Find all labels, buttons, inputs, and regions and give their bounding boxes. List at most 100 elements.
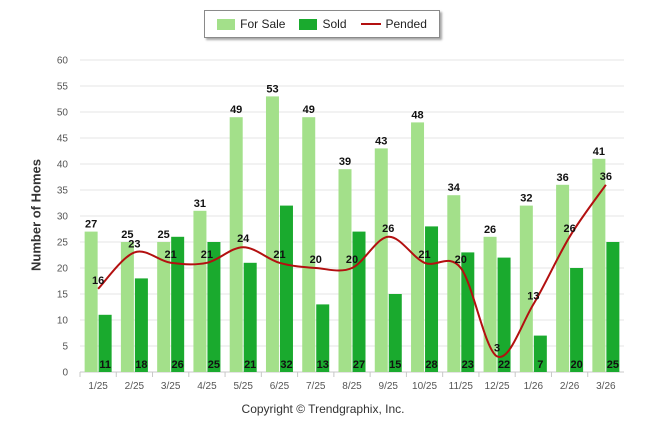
- bar-sold: [134, 278, 148, 372]
- data-label-for-sale: 49: [303, 104, 315, 116]
- data-label-pended: 16: [92, 275, 104, 287]
- y-tick-label: 35: [57, 186, 69, 197]
- for-sale-swatch-icon: [217, 18, 236, 30]
- x-tick-label: 12/25: [485, 381, 510, 392]
- data-label-sold: 13: [317, 359, 329, 371]
- x-tick-label: 10/25: [412, 381, 437, 392]
- y-tick-label: 5: [62, 342, 68, 353]
- data-label-sold: 20: [570, 359, 582, 371]
- y-tick-label: 55: [57, 82, 69, 93]
- legend-item-pended[interactable]: Pended: [360, 17, 427, 31]
- data-label-for-sale: 25: [158, 229, 170, 241]
- x-tick-label: 4/25: [197, 381, 217, 392]
- y-tick-label: 30: [57, 212, 69, 223]
- data-label-pended: 13: [527, 290, 539, 302]
- data-label-pended: 24: [237, 233, 250, 245]
- x-tick-label: 2/26: [560, 381, 580, 392]
- x-tick-label: 3/25: [161, 381, 181, 392]
- legend-item-for-sale[interactable]: For Sale: [217, 17, 285, 31]
- bar-sold: [388, 294, 402, 372]
- data-label-pended: 21: [273, 249, 285, 261]
- bar-for-sale: [120, 242, 134, 372]
- data-label-pended: 3: [494, 342, 500, 354]
- data-label-pended: 20: [310, 254, 322, 266]
- data-label-sold: 18: [135, 359, 147, 371]
- data-label-sold: 7: [537, 359, 543, 371]
- data-label-sold: 25: [607, 359, 619, 371]
- bar-for-sale: [229, 117, 243, 372]
- bar-for-sale: [157, 242, 171, 372]
- bar-sold: [497, 257, 511, 372]
- bar-for-sale: [556, 184, 570, 372]
- y-tick-label: 25: [57, 238, 69, 249]
- x-tick-label: 9/25: [379, 381, 399, 392]
- chart-legend: For Sale Sold Pended: [204, 10, 440, 38]
- data-label-pended: 20: [346, 254, 358, 266]
- data-label-sold: 21: [244, 359, 256, 371]
- bar-sold: [98, 314, 112, 372]
- bar-sold: [606, 242, 620, 372]
- y-tick-label: 50: [57, 108, 69, 119]
- x-tick-label: 1/26: [524, 381, 544, 392]
- data-label-for-sale: 41: [593, 146, 605, 158]
- x-tick-label: 11/25: [449, 381, 474, 392]
- copyright-text: Copyright © Trendgraphix, Inc.: [241, 402, 405, 416]
- y-tick-label: 20: [57, 264, 69, 275]
- legend-label-sold: Sold: [322, 17, 347, 31]
- x-tick-label: 1/25: [88, 381, 108, 392]
- bar-for-sale: [411, 122, 425, 373]
- data-label-for-sale: 39: [339, 156, 351, 168]
- x-tick-label: 2/25: [125, 381, 145, 392]
- data-label-pended: 21: [418, 249, 430, 261]
- bar-for-sale: [447, 195, 461, 372]
- x-tick-label: 8/25: [342, 381, 362, 392]
- x-tick-label: 6/25: [270, 381, 290, 392]
- data-label-pended: 23: [128, 238, 140, 250]
- data-label-pended: 26: [563, 223, 575, 235]
- data-label-for-sale: 27: [85, 219, 97, 231]
- bar-sold: [243, 262, 257, 372]
- data-label-pended: 20: [455, 254, 467, 266]
- data-label-pended: 21: [201, 249, 213, 261]
- data-label-pended: 36: [600, 171, 612, 183]
- data-label-sold: 27: [353, 359, 365, 371]
- data-label-sold: 23: [462, 359, 474, 371]
- bar-sold: [171, 236, 185, 372]
- data-label-sold: 15: [389, 359, 401, 371]
- data-label-pended: 21: [165, 249, 177, 261]
- bar-sold: [352, 231, 366, 372]
- data-label-for-sale: 49: [230, 104, 242, 116]
- bar-for-sale: [374, 148, 388, 372]
- bar-for-sale: [193, 210, 207, 372]
- legend-label-for-sale: For Sale: [240, 17, 286, 31]
- data-label-sold: 22: [498, 359, 510, 371]
- bar-sold: [533, 335, 547, 372]
- data-label-sold: 26: [172, 359, 184, 371]
- x-tick-label: 7/25: [306, 381, 326, 392]
- y-tick-label: 0: [62, 368, 68, 379]
- sold-swatch-icon: [299, 18, 318, 30]
- bar-for-sale: [592, 158, 606, 372]
- data-label-for-sale: 48: [411, 109, 423, 121]
- bar-for-sale: [84, 231, 98, 372]
- data-label-for-sale: 25: [121, 229, 133, 241]
- data-label-for-sale: 53: [266, 83, 278, 95]
- x-tick-label: 5/25: [233, 381, 253, 392]
- data-label-for-sale: 43: [375, 135, 387, 147]
- data-label-for-sale: 36: [556, 172, 568, 184]
- x-tick-label: 3/26: [596, 381, 616, 392]
- legend-item-sold[interactable]: Sold: [299, 17, 347, 31]
- y-tick-label: 60: [57, 56, 69, 67]
- data-label-sold: 32: [280, 359, 292, 371]
- bar-for-sale: [519, 205, 533, 372]
- data-label-for-sale: 32: [520, 193, 532, 205]
- bar-sold: [279, 205, 293, 372]
- y-tick-label: 40: [57, 160, 69, 171]
- data-label-for-sale: 31: [194, 198, 206, 210]
- bar-for-sale: [302, 117, 316, 372]
- pended-line: [97, 184, 607, 358]
- bar-sold: [316, 304, 330, 372]
- data-label-for-sale: 26: [484, 224, 496, 236]
- bar-sold: [570, 268, 584, 372]
